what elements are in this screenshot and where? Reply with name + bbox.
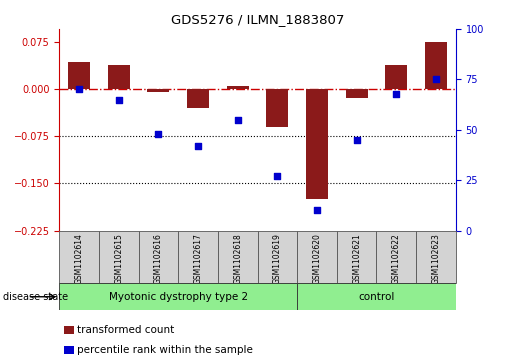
Point (154, 131, 162, 137)
Text: GSM1102621: GSM1102621 (352, 233, 361, 284)
Bar (297, 283, 456, 310)
Point (75, 86, 83, 92)
Bar (258, 231, 297, 283)
Bar (416, 231, 456, 283)
Bar (68, 62, 90, 89)
Text: percentile rank within the sample: percentile rank within the sample (77, 345, 253, 355)
Point (114, 97, 123, 102)
Text: GSM1102614: GSM1102614 (75, 233, 83, 284)
Point (233, 117, 242, 123)
Bar (376, 231, 416, 283)
Text: control: control (358, 292, 394, 302)
Text: disease state: disease state (3, 292, 67, 302)
Bar (425, 42, 447, 89)
Point (352, 137, 360, 143)
Text: GSM1102618: GSM1102618 (233, 233, 242, 284)
Text: transformed count: transformed count (77, 325, 175, 335)
Bar (139, 231, 178, 283)
Point (313, 207, 321, 213)
Point (392, 91, 401, 97)
Bar (178, 231, 218, 283)
Bar (59, 231, 99, 283)
Point (273, 173, 281, 179)
Bar (59, 283, 297, 310)
Bar (385, 65, 407, 89)
Bar (99, 231, 139, 283)
Bar (337, 231, 376, 283)
Bar (147, 89, 169, 92)
Text: GSM1102619: GSM1102619 (273, 233, 282, 284)
Title: GDS5276 / ILMN_1883807: GDS5276 / ILMN_1883807 (171, 13, 344, 26)
Point (194, 143, 202, 149)
Text: Myotonic dystrophy type 2: Myotonic dystrophy type 2 (109, 292, 248, 302)
Bar (306, 89, 328, 199)
Text: GSM1102623: GSM1102623 (432, 233, 440, 284)
Bar (297, 231, 337, 283)
Text: GSM1102617: GSM1102617 (194, 233, 202, 284)
Point (432, 77, 440, 82)
Bar (227, 86, 249, 89)
Bar (346, 89, 368, 98)
Text: GSM1102622: GSM1102622 (392, 233, 401, 284)
Text: GSM1102616: GSM1102616 (154, 233, 163, 284)
Bar (187, 89, 209, 108)
Bar (266, 89, 288, 127)
Text: GSM1102620: GSM1102620 (313, 233, 321, 284)
Text: GSM1102615: GSM1102615 (114, 233, 123, 284)
Bar (108, 65, 130, 89)
Bar (218, 231, 258, 283)
